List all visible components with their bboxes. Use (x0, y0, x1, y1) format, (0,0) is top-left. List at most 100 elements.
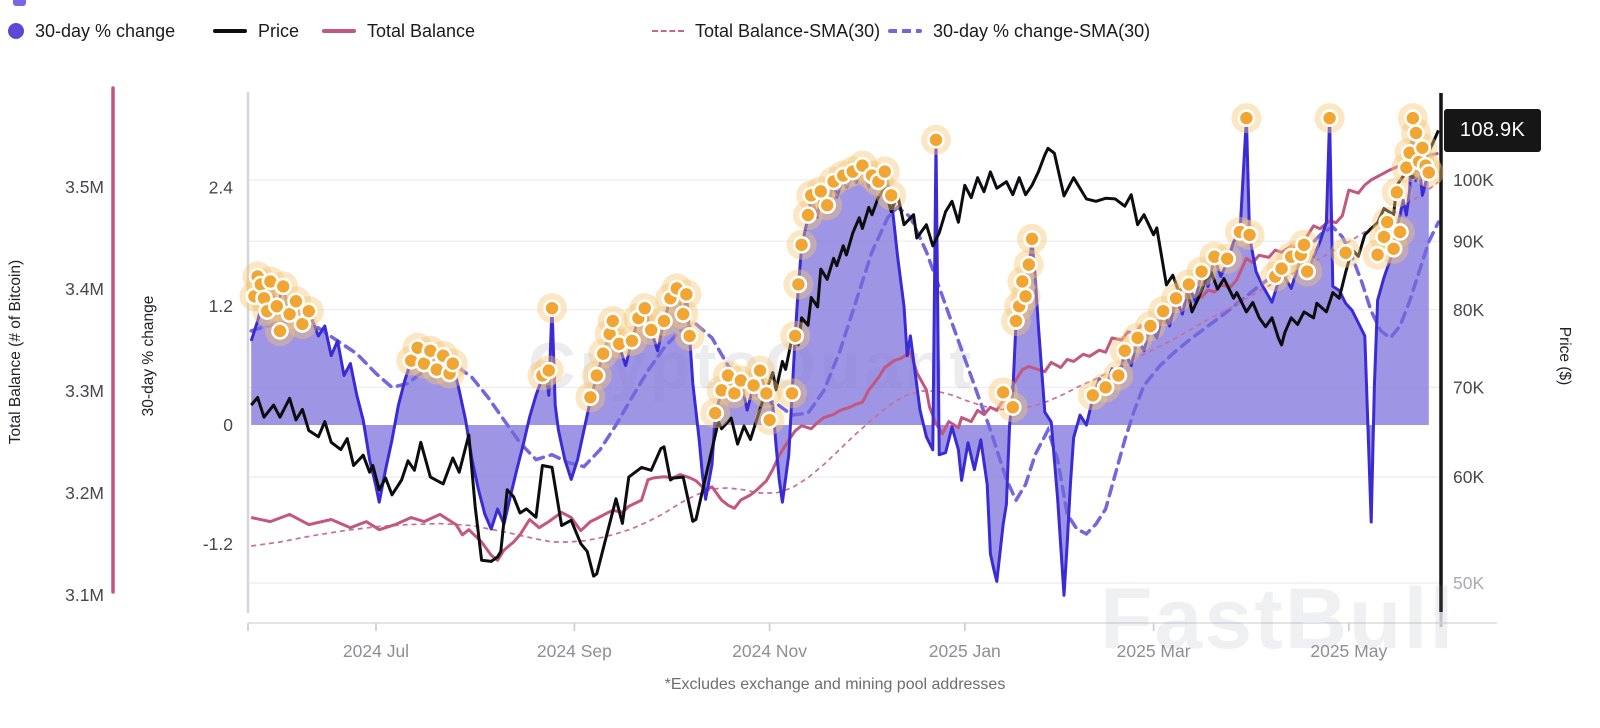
balance-tick-label: 3.1M (65, 585, 104, 605)
legend-item-change[interactable]: 30-day % change (8, 10, 175, 52)
alert-dot (1154, 302, 1172, 320)
alert-dot (994, 383, 1013, 402)
alert-dot (757, 384, 776, 403)
alert-dot (1384, 239, 1403, 258)
legend-label: 30-day % change (35, 20, 176, 41)
alert-dot (587, 366, 606, 385)
change-tick-label: 2.4 (209, 177, 234, 197)
balance-tick-label: 3.4M (65, 279, 104, 299)
price-tick-label: 70K (1453, 377, 1484, 397)
alert-dot (1023, 230, 1041, 248)
legend-item-balance-sma[interactable]: Total Balance-SMA(30) (652, 10, 880, 52)
x-tick-label: 2024 Jul (343, 641, 409, 661)
alert-dot (1218, 249, 1236, 268)
balance-tick-label: 3.2M (65, 483, 104, 503)
alert-dot (680, 327, 699, 345)
alert-dot (674, 305, 693, 323)
alert-dot (1003, 398, 1022, 416)
balance-axis-title: Total Balance (# of Bitcoin) (7, 259, 24, 445)
alert-dot (1378, 213, 1396, 231)
alert-dot (299, 302, 318, 320)
alert-dot (1096, 378, 1115, 397)
alert-dot (1116, 341, 1134, 360)
x-tick-label: 2024 Nov (732, 641, 807, 661)
balance-line (250, 151, 1439, 562)
price-tick-label: 50K (1453, 573, 1484, 593)
legend-label: Price (258, 20, 300, 41)
legend-item-change-sma[interactable]: 30-day % change-SMA(30) (888, 10, 1150, 52)
legend-item-balance[interactable]: Total Balance (322, 10, 475, 52)
alert-dot (786, 327, 805, 345)
alert-dot (882, 186, 901, 205)
alert-dot (875, 162, 894, 181)
alert-dot (751, 361, 769, 380)
alert-dot (1368, 245, 1387, 264)
change-dot-swatch (8, 23, 24, 39)
alert-dot (443, 354, 462, 373)
alert-dot (1407, 124, 1425, 142)
alert-dot (543, 299, 561, 317)
alert-dot (1109, 366, 1128, 385)
alert-dot (287, 292, 305, 311)
x-tick-label: 2025 Mar (1117, 641, 1191, 661)
alert-dot (1180, 275, 1198, 294)
alert-dot (1272, 259, 1291, 278)
alert-dot (760, 411, 779, 429)
alert-dot (635, 299, 654, 317)
balance-sma-swatch (652, 30, 684, 32)
alert-dot (603, 312, 622, 330)
alert-dot (792, 236, 811, 254)
price-tick-label: 100K (1453, 170, 1494, 190)
price-line (250, 129, 1440, 578)
x-tick-label: 2024 Sep (537, 641, 612, 661)
alert-dot (744, 376, 763, 395)
alert-dot (818, 196, 837, 215)
legend-item-price[interactable]: Price (213, 10, 299, 52)
balance-tick-label: 3.5M (65, 177, 104, 197)
price-tick-label: 60K (1453, 467, 1484, 487)
balance-tick-label: 3.3M (65, 381, 104, 401)
alert-dot (642, 321, 661, 339)
alert-dot (1413, 139, 1432, 157)
alert-dot (811, 182, 830, 201)
alert-dot (1404, 109, 1422, 127)
alert-dot (1237, 109, 1256, 127)
alert-dot (1084, 386, 1102, 405)
alert-dot (1141, 317, 1160, 335)
balance-line-swatch (322, 29, 356, 33)
alert-dot (1016, 287, 1035, 306)
change-tick-label: 1.2 (209, 296, 233, 316)
alert-dot (1336, 243, 1355, 262)
change-tick-label: -1.2 (203, 534, 233, 554)
change-sma-swatch (888, 29, 922, 33)
alert-dot (1320, 109, 1339, 127)
alert-dot (1420, 163, 1438, 182)
x-tick-label: 2025 Jan (929, 641, 1001, 661)
alert-dot (927, 131, 945, 149)
alert-dot (1167, 289, 1185, 308)
alert-dot (623, 332, 641, 350)
x-tick-label: 2025 May (1310, 641, 1387, 661)
alert-dot (1007, 312, 1025, 330)
price-tick-label: 90K (1453, 231, 1484, 251)
alert-dot (789, 275, 808, 294)
alert-dot (799, 206, 817, 224)
alert-dot (1013, 272, 1032, 291)
alert-dot (1295, 236, 1313, 254)
alert-dot (677, 285, 696, 304)
alert-dot (1298, 262, 1316, 281)
alert-dot (1391, 223, 1409, 241)
legend: 30-day % change Price Total Balance Tota… (0, 10, 1600, 52)
last-price-badge: 108.9K (1444, 109, 1541, 152)
price-axis-title: Price ($) (1556, 326, 1573, 386)
alert-dot (655, 312, 673, 330)
alert-dot (1192, 262, 1211, 281)
change-area (251, 118, 1429, 596)
alert-dot (581, 388, 600, 407)
footnote: *Excludes exchange and mining pool addre… (664, 676, 1006, 693)
alert-dot (1128, 329, 1147, 347)
alert-dots (239, 103, 1444, 436)
change-tick-label: 0 (223, 415, 233, 435)
